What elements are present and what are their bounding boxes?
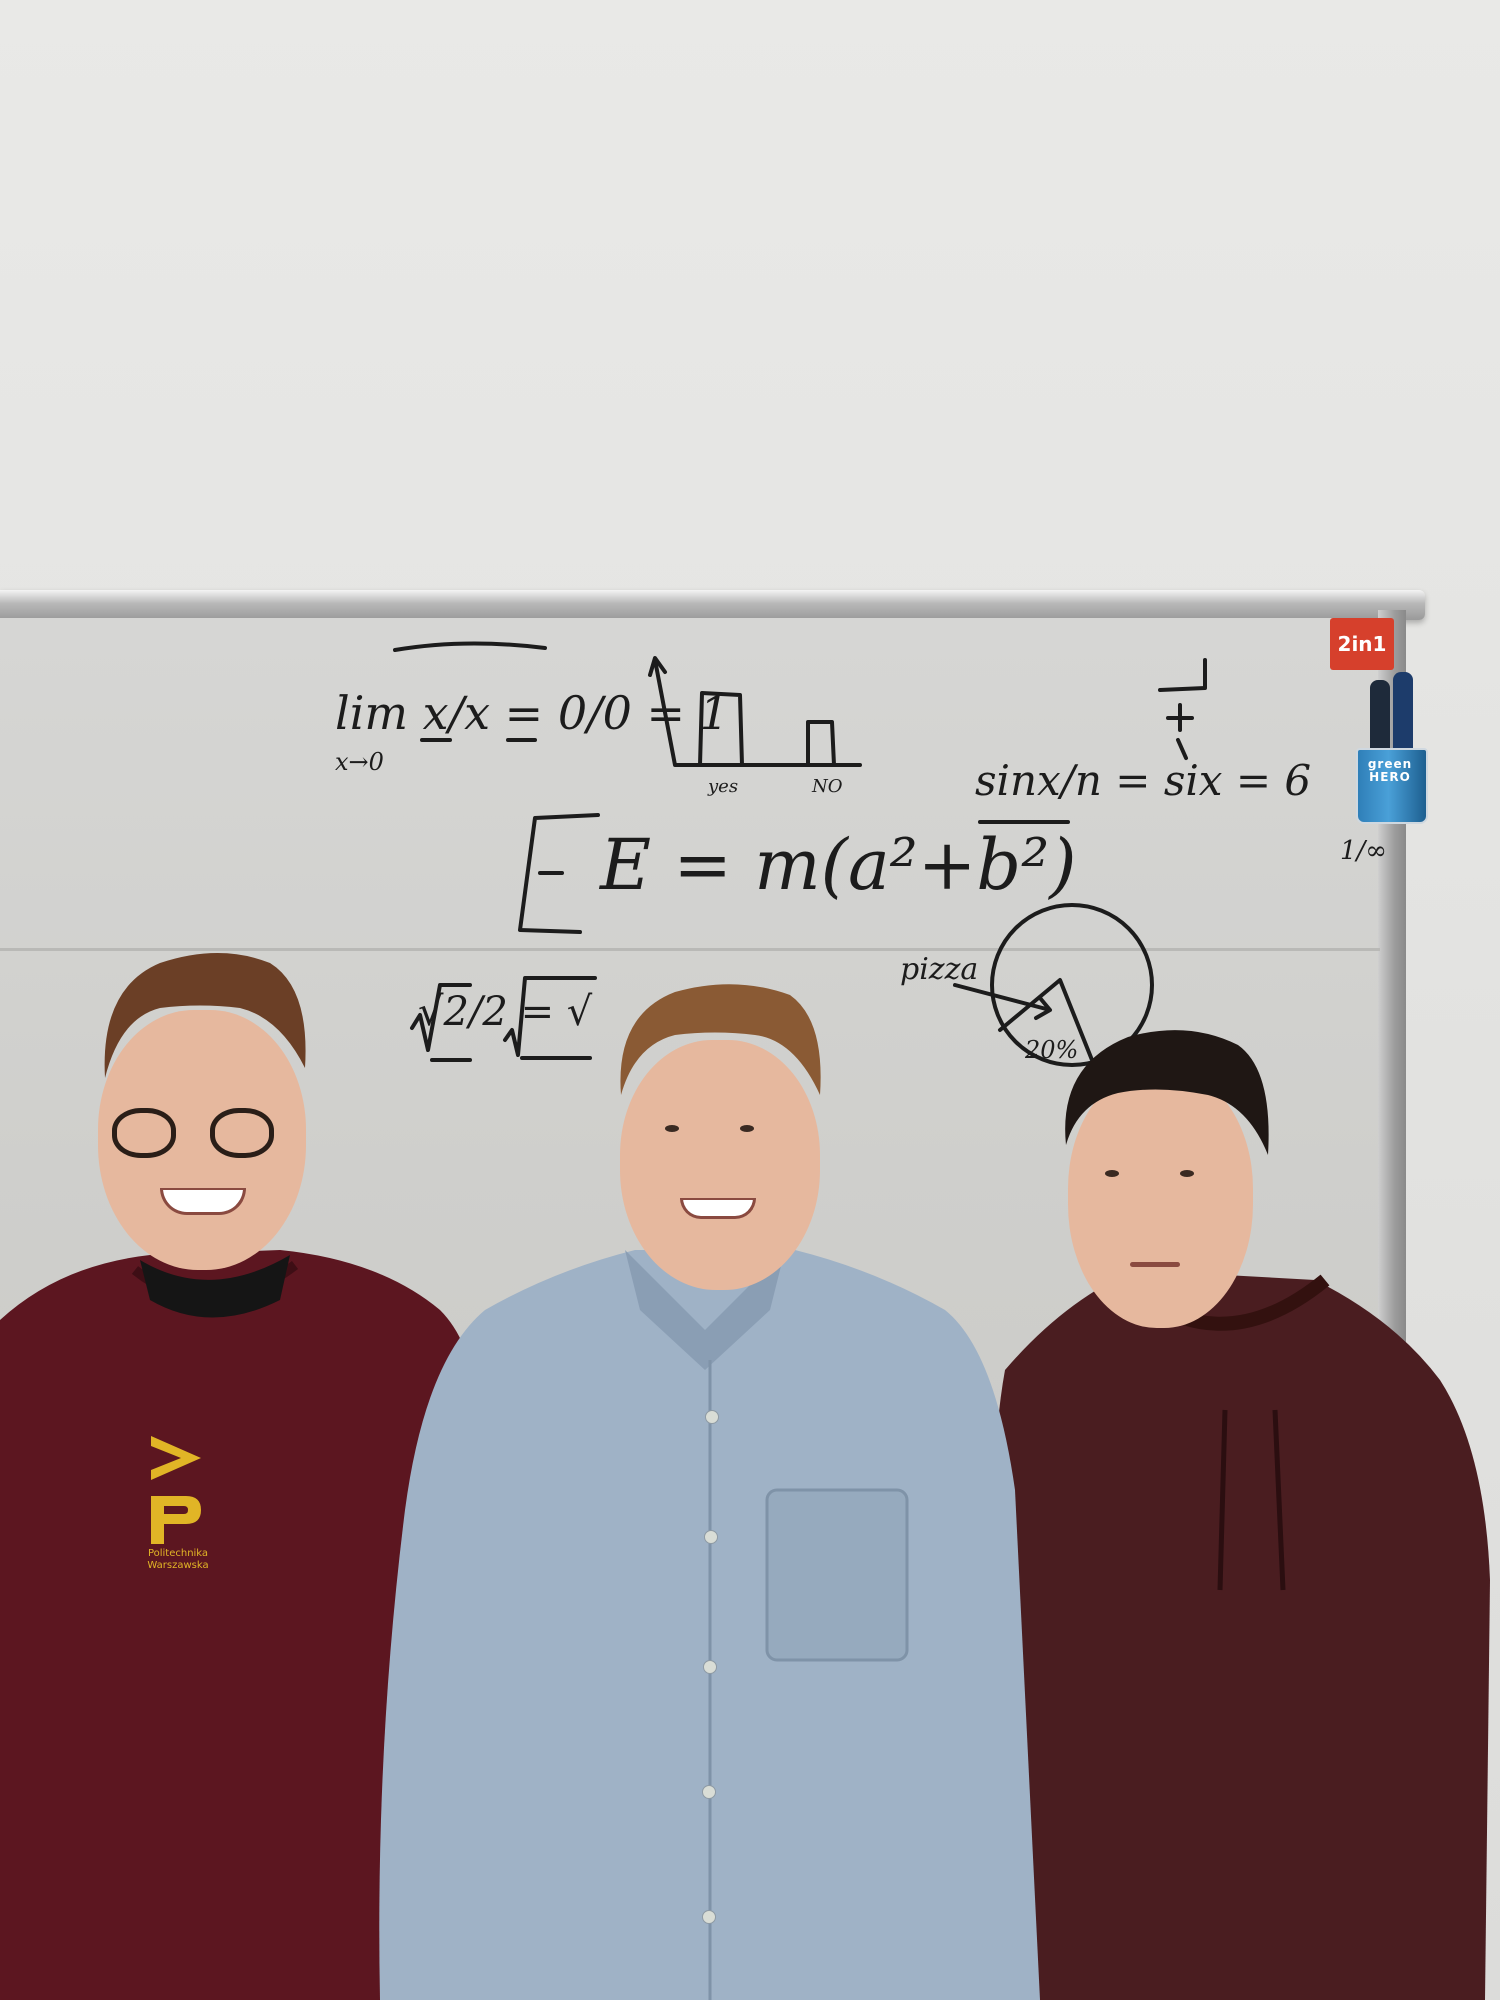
doodle-bar-yes <box>698 691 744 767</box>
person-left-shirt-text: Politechnika Warszawska <box>147 1548 209 1571</box>
limit-subscript: x→0 <box>335 748 384 776</box>
cup-brand: green <box>1367 757 1413 771</box>
sticker: 2in1 <box>1330 618 1394 670</box>
marker-blue <box>1393 672 1413 752</box>
person-left-glasses-left <box>112 1108 176 1158</box>
person-left-sweater <box>0 1250 479 2000</box>
shirt-button <box>702 1785 716 1799</box>
person-left-glasses-right <box>210 1108 274 1158</box>
cup-brand-sub: HERO <box>1369 770 1411 785</box>
person-middle-eye-right <box>740 1125 754 1132</box>
root-equation: √2/2 = √ <box>418 989 593 1035</box>
whiteboard-seam <box>0 948 1380 951</box>
doodle-chart-arrow <box>648 656 667 677</box>
person-right-eye-right <box>1180 1170 1194 1177</box>
energy-E <box>518 813 600 934</box>
person-right-hair <box>1065 1030 1269 1155</box>
board-overline <box>393 641 547 652</box>
pie-label: pizza <box>900 952 979 987</box>
person-middle-face <box>620 1040 820 1290</box>
pizza-arrow <box>953 983 1052 1020</box>
person-middle-shirt <box>379 1250 1040 2000</box>
marker-cup <box>1356 748 1428 824</box>
person-right-hoodie <box>993 1269 1490 2000</box>
bar-label-no: NO <box>812 776 843 797</box>
sqrt-sign-right <box>503 976 597 1057</box>
sinx-equation: sinx/n = six = 6 <box>975 756 1312 805</box>
doodle-chart-axis <box>653 658 862 767</box>
person-middle-eye-left <box>665 1125 679 1132</box>
person-left-hair <box>104 953 306 1078</box>
person-right-eye-left <box>1105 1170 1119 1177</box>
person-right-face <box>1068 1070 1253 1328</box>
shirt-button <box>704 1530 718 1544</box>
pizza-circle <box>990 903 1154 1067</box>
stack-glyph <box>1158 658 1207 760</box>
limit-equation: lim x/x = 0/0 = 1 <box>335 686 729 740</box>
whiteboard-top-rail <box>0 590 1425 620</box>
sqrt-sign-left <box>410 983 472 1052</box>
marker-black <box>1370 680 1390 760</box>
side-glyph: 1/∞ <box>1340 836 1387 866</box>
pizza-slice <box>998 978 1094 1062</box>
bar-label-yes: yes <box>708 776 739 797</box>
cup-label: green HERO <box>1360 757 1420 785</box>
person-left-shirt-logo <box>151 1436 201 1544</box>
person-left-smile <box>160 1188 246 1215</box>
shirt-button <box>703 1660 717 1674</box>
shirt-button <box>705 1410 719 1424</box>
doodle-bar-no <box>806 720 836 767</box>
person-right-mouth <box>1130 1262 1180 1267</box>
pie-percent: 20% <box>1025 1036 1079 1064</box>
person-middle-smile <box>680 1198 756 1219</box>
shirt-button <box>702 1910 716 1924</box>
energy-equation: E = m(a²+b²) <box>600 824 1077 906</box>
person-middle-hair <box>620 984 821 1095</box>
